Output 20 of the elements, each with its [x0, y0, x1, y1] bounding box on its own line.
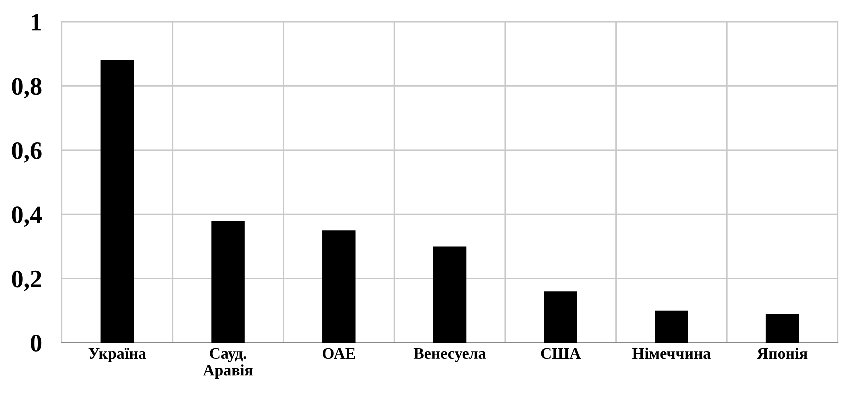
- x-tick-label: США: [541, 348, 582, 360]
- y-tick-label: 0,2: [12, 270, 42, 292]
- bar: [322, 230, 356, 343]
- bar: [766, 314, 800, 343]
- bar: [433, 246, 467, 343]
- x-tick-label: ОАЕ: [323, 348, 356, 360]
- bar: [212, 221, 245, 343]
- bar: [544, 292, 578, 343]
- y-tick-label: 0,4: [12, 206, 42, 228]
- y-tick-label: 1: [32, 14, 42, 31]
- bar: [655, 310, 688, 343]
- x-tick-label: Сауд. Аравія: [203, 348, 253, 380]
- x-tick-label: Україна: [88, 348, 146, 362]
- y-tick-label: 0,8: [12, 78, 42, 99]
- bar: [100, 60, 134, 343]
- y-tick-label: 0: [31, 335, 42, 352]
- x-tick-label: Японія: [757, 348, 808, 360]
- x-tick-label: Венесуела: [414, 348, 486, 362]
- y-tick-label: 0,6: [12, 142, 42, 163]
- x-tick-label: Німеччина: [632, 348, 711, 360]
